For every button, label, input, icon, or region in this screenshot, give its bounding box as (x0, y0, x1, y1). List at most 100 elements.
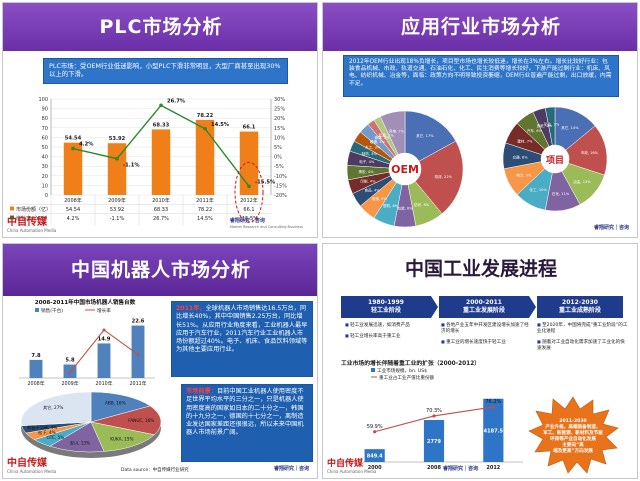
robot-brand-pie: ABB, 16% FANUC, 16% KUKA, 15% 安川, 13% OTC, 5… (20, 391, 162, 458)
starburst-text: 2011-2030 产业升级，高端装备制造、军工、新能源、新材料及节能环保等产业自… (543, 418, 603, 454)
pie-slice-label: 化工, 10% (529, 187, 547, 192)
cam-logo: 中自传媒 China Automation Media (327, 456, 376, 474)
bar-value-label: 7.8 (31, 353, 41, 359)
y2-tick-label: -15% (274, 183, 287, 189)
growth-label: 4.2% (79, 142, 94, 148)
robot-pie-slice (90, 391, 151, 423)
table-cell: 14.5% (197, 216, 213, 222)
pie-slice-label: 机床, 22% (435, 174, 453, 179)
x-tick-label: 2009年 (61, 380, 78, 387)
y-tick-label: 90 (42, 107, 48, 113)
industrial-development-slide: 中国工业发展进程 1980-1999 轻工业阶段 2000-2011 重工业发展阶段… (322, 243, 638, 479)
y-tick-label: 40 (42, 155, 48, 161)
growth-point (247, 184, 251, 189)
pie-slice-label: 起重, 2% (379, 132, 395, 137)
phase-years: 2012-2030 (562, 299, 598, 306)
note-year: 2011年， (176, 305, 206, 312)
legend-swatch (371, 368, 375, 372)
x-tick-label: 2011年 (129, 380, 146, 387)
pie-slice-label: 玻璃, 2% (374, 135, 390, 140)
logo-text: 中自传媒 (7, 217, 47, 228)
table-cell: 26.7% (153, 216, 169, 222)
growth-label: 14.5% (211, 122, 230, 128)
pie-slice-label: 电力, 9% (516, 172, 532, 177)
robot-market-slide: 中国机器人市场分析 2008-2011年中国市场机器人销售台数 销售(千台) 增长率… (2, 243, 318, 479)
plc-bar (195, 119, 215, 195)
pie-slice-label: 制药, 3% (362, 151, 378, 156)
pie-slice-label: 松下, 4% (38, 429, 56, 436)
logo-text: 中自传媒 (327, 459, 364, 469)
legend-swatch (35, 308, 39, 312)
bar-value-label: 4187.5 (484, 428, 504, 434)
x-tick-label: 2011年 (196, 197, 214, 204)
line-value-label: 59.9% (367, 424, 383, 430)
plc-combo-chart: 0 10 20 30 40 50 60 70 80 90 100 -20% -15% -10% -5% 0% 5… (9, 97, 287, 225)
pie-slice-label: 矿山, 3% (544, 122, 560, 127)
table-cell: -15.5% (240, 216, 258, 222)
share-point (432, 414, 436, 418)
x-tick-label: 2009年 (108, 197, 126, 204)
y-tick-label: 80 (42, 116, 48, 122)
starburst-line: 主要向“高 (562, 441, 584, 448)
logo-subtext: China Automation Media (7, 469, 57, 474)
legend-swatch (10, 206, 14, 211)
pie-slice-label: 电梯, 5% (372, 196, 388, 201)
growth-point (159, 103, 163, 108)
pie-slice-label: 那智不二越, 4% (27, 424, 57, 431)
pie-slice-label: 包装, 6% (397, 206, 413, 211)
cam-logo: 中自传媒 China Automation Media (7, 454, 56, 474)
pie-slice-label: 其它, 14% (561, 125, 579, 130)
phase-item: 轻工业增长率高于重工业 (345, 333, 431, 340)
y-tick-label: 0 (45, 193, 48, 199)
starburst-line: 端及更高”方向发展 (553, 447, 593, 454)
line-value-label: 70.3% (426, 408, 442, 414)
plc-market-slide: PLC市场分析 PLC市场：受OEM行业低迷影响，小型PLC下滑非常明显，大型厂… (2, 2, 318, 238)
pie-center-label: OEM (391, 163, 419, 176)
slide-title: PLC市场分析 (3, 3, 317, 51)
y2-tick-label: 25% (274, 107, 285, 113)
logo-text: 中自传媒 (7, 458, 47, 469)
x-tick-label: 2010年 (95, 380, 112, 387)
pie-slice-label: 建材, 7% (517, 139, 533, 144)
phase-arrow (529, 296, 536, 318)
legend-label: 增长率（YOY） (16, 215, 51, 222)
table-cell: -1.1% (110, 216, 125, 222)
brand-text: 睿翔研究｜咨询 (443, 466, 479, 472)
y-tick-label: 20 (42, 174, 48, 180)
pie-slice-label: 造纸, 4% (537, 123, 553, 128)
pie-slice-label: 汽车, 6% (527, 128, 543, 133)
table-cell: 54.54 (66, 207, 80, 213)
robot-pie-slice (49, 421, 105, 453)
pie-slice-label: 风电, 7% (389, 128, 405, 133)
industry-bar (423, 420, 445, 462)
pie-hole (541, 145, 569, 173)
y2-tick-label: 30% (274, 97, 285, 103)
pie-slice-label: 市政, 16% (581, 150, 599, 155)
pie-slice-label: 交通, 8% (512, 154, 528, 159)
y-tick-label: 50 (42, 145, 48, 151)
brand-label: 睿翔研究｜咨询 (594, 224, 629, 231)
plc-bar (239, 131, 259, 195)
note-body: 全球机器人市场销售达16.5万台，同比增长40%，其中中国销售2.25万台，同比… (176, 305, 308, 354)
industry-bar (483, 398, 504, 462)
starburst-shape (528, 396, 619, 474)
phase-1-items: 轻工业发展迅速，如消费产品 轻工业增长率高于重工业 (345, 322, 431, 344)
pie-slice-label: ABB, 16% (105, 401, 126, 406)
plc-bar (107, 143, 127, 195)
x-tick-label: 2012 (486, 465, 500, 471)
y2-tick-label: 5% (274, 145, 282, 151)
plc-bar (151, 129, 171, 195)
phase-item: 随着对工业自动化需求加速了工业化的快速发展 (537, 339, 629, 352)
growth-point (102, 328, 106, 332)
x-tick-label: 2012年 (240, 197, 258, 204)
y2-tick-label: 0% (274, 155, 282, 161)
starburst-line: 产业升级，高端装备制造、 (545, 423, 600, 430)
bar-value-label: 68.33 (153, 122, 170, 128)
brand-label: 睿翔研究｜咨询 Market Research and Consulting Bu… (230, 217, 303, 230)
x-tick-label: 2008 (427, 465, 441, 471)
bar-value-label: 5.8 (65, 358, 75, 364)
bar-value-label: 78.22 (197, 113, 214, 119)
slide-title: 中国工业发展进程 (404, 258, 557, 280)
robot-bar (29, 359, 43, 378)
